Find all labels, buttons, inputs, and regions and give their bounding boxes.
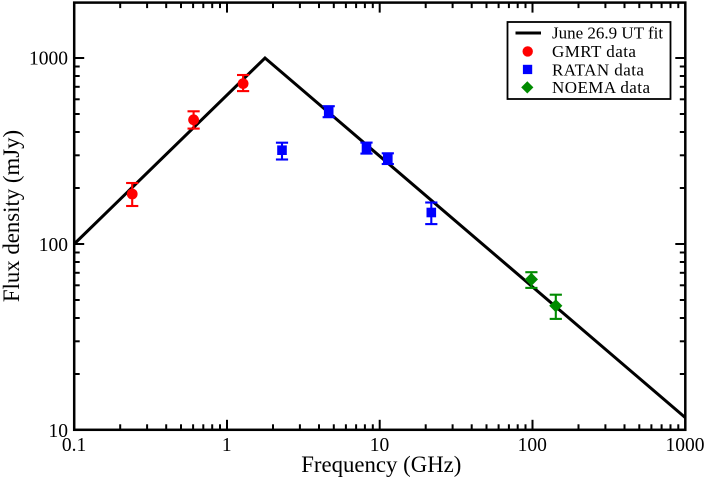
svg-text:100: 100 — [518, 435, 547, 456]
svg-text:NOEMA data: NOEMA data — [552, 78, 650, 97]
svg-text:1000: 1000 — [29, 49, 68, 70]
svg-text:1000: 1000 — [666, 435, 705, 456]
svg-text:1: 1 — [222, 435, 232, 456]
svg-text:June 26.9 UT fit: June 26.9 UT fit — [552, 24, 663, 43]
svg-text:0.1: 0.1 — [62, 435, 86, 456]
svg-text:10: 10 — [370, 435, 390, 456]
svg-text:Frequency (GHz): Frequency (GHz) — [301, 452, 461, 477]
svg-text:RATAN data: RATAN data — [552, 60, 644, 79]
svg-text:10: 10 — [49, 421, 69, 442]
svg-text:Flux density (mJy): Flux density (mJy) — [0, 130, 24, 302]
svg-text:GMRT data: GMRT data — [552, 42, 636, 61]
svg-text:100: 100 — [39, 235, 68, 256]
